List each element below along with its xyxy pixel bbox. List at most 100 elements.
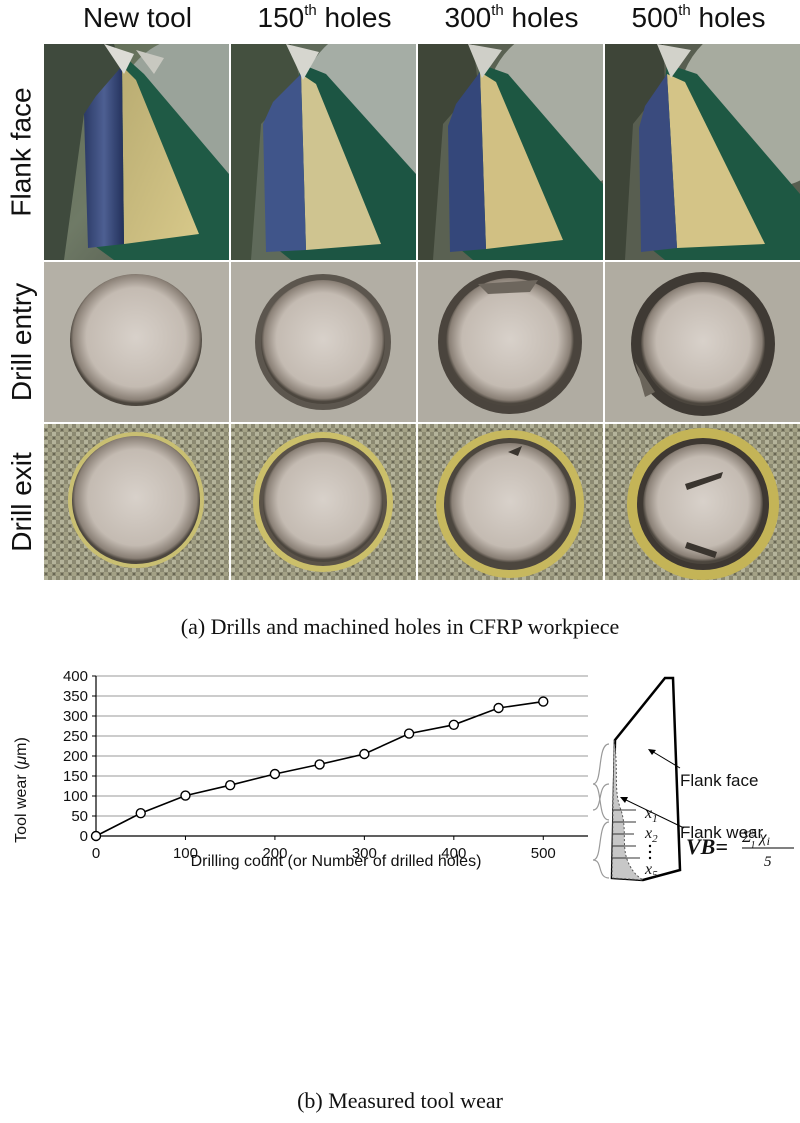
plot-area: 0 50 100 150 200 250 300 350 400 0 100 200 300 400 500 [63, 668, 588, 862]
row-label-drill-entry: Drill entry [0, 262, 44, 422]
measure-lines [612, 809, 640, 859]
y-tick-label: 150 [63, 768, 88, 785]
y-tick-label: 300 [63, 708, 88, 725]
x5-base: x [644, 861, 652, 878]
brace-middle [592, 783, 610, 811]
flank-face-arrow [649, 749, 681, 769]
column-header-new-tool: New tool [44, 2, 231, 34]
y-tick-label: 100 [63, 788, 88, 805]
vb-sup: 5 [752, 828, 757, 839]
x1-label: x1 [644, 805, 658, 825]
drill-entry-photo-500 [605, 262, 800, 422]
column-header-number: 150 [257, 2, 305, 33]
flank-wear-schematic: Flank face Flank wear x1 x2 x5 VB= Σ5 1 χi… [592, 676, 794, 882]
y-tick-label: 50 [71, 808, 88, 825]
y-axis-title-prefix: Tool wear ( [13, 764, 30, 843]
x1-base: x [644, 805, 652, 822]
brace-lower [592, 821, 610, 879]
column-header-number: 500 [631, 2, 679, 33]
vb-var: χ [758, 829, 768, 846]
x-tick-label: 500 [531, 845, 556, 862]
vb-sub: 1 [751, 840, 756, 851]
data-point [448, 719, 460, 731]
drill-exit-photo-300 [418, 424, 603, 580]
x-axis-title: Drilling count (or Number of drilled hol… [191, 853, 482, 870]
drill-exit-photo-500 [605, 424, 800, 580]
x5-sub: 5 [652, 869, 658, 881]
data-point [359, 748, 370, 760]
data-point [90, 830, 102, 842]
y-axis-title-suffix: m) [13, 737, 30, 756]
flank-face-photo-300 [418, 44, 603, 260]
data-point [180, 790, 191, 801]
y-tick-label: 200 [63, 748, 88, 765]
ellipsis-dot [648, 844, 652, 848]
vb-denominator: 5 [764, 854, 772, 870]
drill-entry-photo-300 [418, 262, 603, 422]
flank-face-label: Flank face [680, 771, 758, 790]
x-tick-label: 0 [92, 845, 100, 862]
drill-entry-photo-new-tool [44, 262, 229, 422]
x1-sub: 1 [652, 813, 658, 825]
y-tick-label: 400 [63, 668, 88, 685]
drill-entry-photo-150 [231, 262, 416, 422]
y-tick-label: 350 [63, 688, 88, 705]
row-label-flank-face: Flank face [0, 44, 44, 260]
x-tick-label: 400 [441, 845, 466, 862]
flank-face-arrowhead [648, 749, 656, 755]
y-tick-label: 0 [80, 828, 88, 845]
data-point [314, 759, 325, 770]
column-header-suffix: holes [690, 2, 766, 33]
data-point [403, 728, 415, 739]
ellipsis-dot [648, 850, 652, 854]
y-axis-title-mu: μ [13, 756, 30, 766]
column-header-500: 500th holes [605, 2, 792, 34]
row-label-text: Drill exit [6, 452, 37, 552]
column-header-150: 150th holes [231, 2, 418, 34]
column-header-ordinal: th [678, 2, 691, 19]
x-tick-label: 200 [262, 845, 287, 862]
vb-sigma: Σ [741, 829, 752, 846]
data-point [269, 768, 281, 780]
column-header-number: 300 [444, 2, 492, 33]
tool-wear-figure: 0 50 100 150 200 250 300 350 400 0 100 200 300 400 500… [13, 668, 794, 882]
x2-base: x [644, 825, 652, 842]
column-header-ordinal: th [491, 2, 504, 19]
column-header-ordinal: th [304, 2, 317, 19]
flank-face-photo-500 [605, 44, 800, 260]
drill-exit-photo-new-tool [44, 424, 229, 580]
flank-wear-region [611, 739, 645, 881]
column-header-300: 300th holes [418, 2, 605, 34]
drill-exit-photo-150 [231, 424, 416, 580]
vb-var-sub: i [767, 834, 770, 848]
brace-upper [592, 743, 610, 821]
data-point [538, 696, 549, 707]
x-tick-label: 100 [173, 845, 198, 862]
ellipsis-dot [648, 856, 652, 860]
x2-sub: 2 [652, 833, 658, 845]
vb-numerator: Σ5 1 χi [741, 828, 770, 851]
row-label-text: Drill entry [6, 282, 38, 402]
caption-b: (b) Measured tool wear [297, 1088, 503, 1113]
x5-label: x5 [644, 861, 658, 881]
column-header-suffix: holes [503, 2, 579, 33]
y-axis-title: Tool wear (μm) [13, 737, 30, 843]
row-label-text: Flank face [6, 87, 38, 217]
flank-face-photo-150 [231, 44, 416, 260]
x-tick-label: 300 [352, 845, 377, 862]
data-point [493, 702, 504, 714]
column-header-suffix: holes [316, 2, 392, 33]
flank-wear-label: Flank wear [680, 823, 763, 842]
vb-formula: VB= Σ5 1 χi 5 [686, 828, 794, 870]
row-label-drill-exit: Drill exit [0, 424, 44, 580]
x2-label: x2 [644, 825, 658, 845]
column-header-label: New tool [83, 2, 192, 33]
vb-lhs: VB= [686, 834, 728, 859]
y-tick-label: 250 [63, 728, 88, 745]
data-point [135, 807, 146, 819]
data-point [224, 779, 236, 791]
caption-a: (a) Drills and machined holes in CFRP wo… [180, 614, 620, 639]
flank-face-photo-new-tool [44, 44, 229, 260]
flank-wear-arrow [621, 797, 685, 829]
flank-wear-arrowhead [620, 797, 628, 803]
